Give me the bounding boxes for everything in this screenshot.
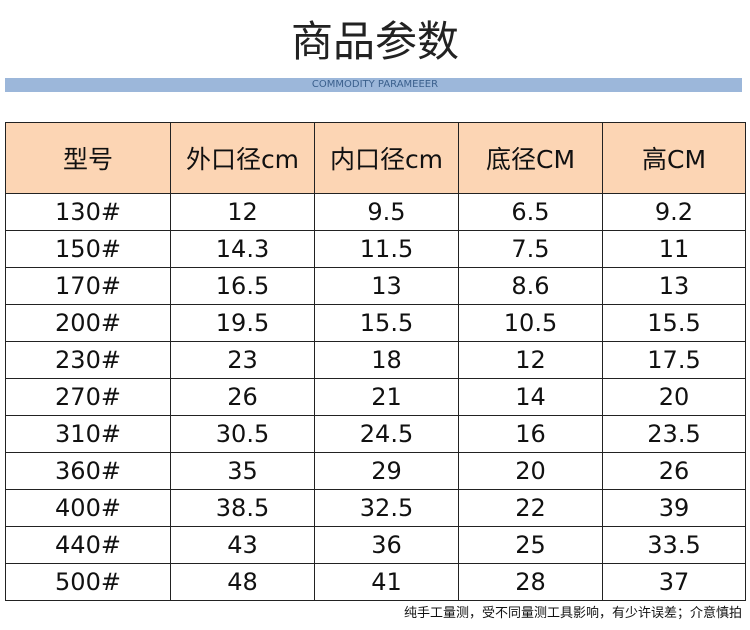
table-cell: 24.5: [314, 415, 459, 453]
table-cell: 25: [458, 526, 603, 564]
table-cell: 36: [314, 526, 459, 564]
column-header: 型号: [5, 122, 171, 194]
table-cell: 15.5: [314, 304, 459, 342]
table-cell: 170#: [5, 267, 171, 305]
table-cell: 270#: [5, 378, 171, 416]
table-body: 130# 12 9.5 6.5 9.2 150# 14.3 11.5 7.5 11 170# 16.5…: [5, 193, 746, 601]
table-cell: 22: [458, 489, 603, 527]
table-row: 150# 14.3 11.5 7.5 11: [5, 230, 746, 268]
table-row: 500# 48 41 28 37: [5, 563, 746, 601]
title: 商品参数: [290, 17, 459, 66]
table-row: 360# 35 29 20 26: [5, 452, 746, 490]
table-cell: 12: [170, 193, 315, 231]
table-cell: 9.5: [314, 193, 459, 231]
column-header: 底径CM: [458, 122, 603, 194]
table-row: 270# 26 21 14 20: [5, 378, 746, 416]
table-cell: 11: [602, 230, 746, 268]
table-cell: 16: [458, 415, 603, 453]
table-cell: 440#: [5, 526, 171, 564]
table-row: 170# 16.5 13 8.6 13: [5, 267, 746, 305]
spec-table: 型号 外口径cm 内口径cm 底径CM 高CM 130# 12 9.5 6.5 9.2 150# 1…: [5, 122, 746, 601]
column-header: 内口径cm: [314, 122, 459, 194]
table-cell: 48: [170, 563, 315, 601]
table-cell: 12: [458, 341, 603, 379]
table-cell: 130#: [5, 193, 171, 231]
table-cell: 35: [170, 452, 315, 490]
table-cell: 17.5: [602, 341, 746, 379]
table-cell: 18: [314, 341, 459, 379]
table-cell: 37: [602, 563, 746, 601]
table-cell: 41: [314, 563, 459, 601]
table-cell: 13: [602, 267, 746, 305]
table-cell: 20: [458, 452, 603, 490]
table-cell: 23.5: [602, 415, 746, 453]
table-cell: 6.5: [458, 193, 603, 231]
table-cell: 14.3: [170, 230, 315, 268]
table-cell: 20: [602, 378, 746, 416]
table-cell: 19.5: [170, 304, 315, 342]
table-cell: 21: [314, 378, 459, 416]
table-row: 440# 43 36 25 33.5: [5, 526, 746, 564]
title-band: [5, 78, 742, 92]
table-cell: 16.5: [170, 267, 315, 305]
table-cell: 14: [458, 378, 603, 416]
table-cell: 360#: [5, 452, 171, 490]
column-header: 高CM: [602, 122, 746, 194]
table-cell: 11.5: [314, 230, 459, 268]
table-cell: 9.2: [602, 193, 746, 231]
table-cell: 29: [314, 452, 459, 490]
table-cell: 200#: [5, 304, 171, 342]
table-cell: 39: [602, 489, 746, 527]
table-cell: 7.5: [458, 230, 603, 268]
table-row: 310# 30.5 24.5 16 23.5: [5, 415, 746, 453]
table-cell: 230#: [5, 341, 171, 379]
table-cell: 26: [170, 378, 315, 416]
table-cell: 38.5: [170, 489, 315, 527]
table-cell: 500#: [5, 563, 171, 601]
table-cell: 28: [458, 563, 603, 601]
table-cell: 15.5: [602, 304, 746, 342]
table-cell: 310#: [5, 415, 171, 453]
table-cell: 30.5: [170, 415, 315, 453]
table-cell: 33.5: [602, 526, 746, 564]
table-row: 230# 23 18 12 17.5: [5, 341, 746, 379]
footer-note: 纯手工量测，受不同量测工具影响，有少许误差；介意慎拍: [403, 606, 742, 621]
table-cell: 8.6: [458, 267, 603, 305]
header-row: 型号 外口径cm 内口径cm 底径CM 高CM: [5, 122, 746, 194]
table-cell: 10.5: [458, 304, 603, 342]
table-cell: 23: [170, 341, 315, 379]
table-cell: 32.5: [314, 489, 459, 527]
table-row: 130# 12 9.5 6.5 9.2: [5, 193, 746, 231]
table-row: 400# 38.5 32.5 22 39: [5, 489, 746, 527]
column-header: 外口径cm: [170, 122, 315, 194]
table-cell: 43: [170, 526, 315, 564]
table-cell: 13: [314, 267, 459, 305]
table-row: 200# 19.5 15.5 10.5 15.5: [5, 304, 746, 342]
table-cell: 150#: [5, 230, 171, 268]
subtitle: COMMODITY PARAMEEER: [311, 79, 439, 90]
table-cell: 26: [602, 452, 746, 490]
table-cell: 400#: [5, 489, 171, 527]
